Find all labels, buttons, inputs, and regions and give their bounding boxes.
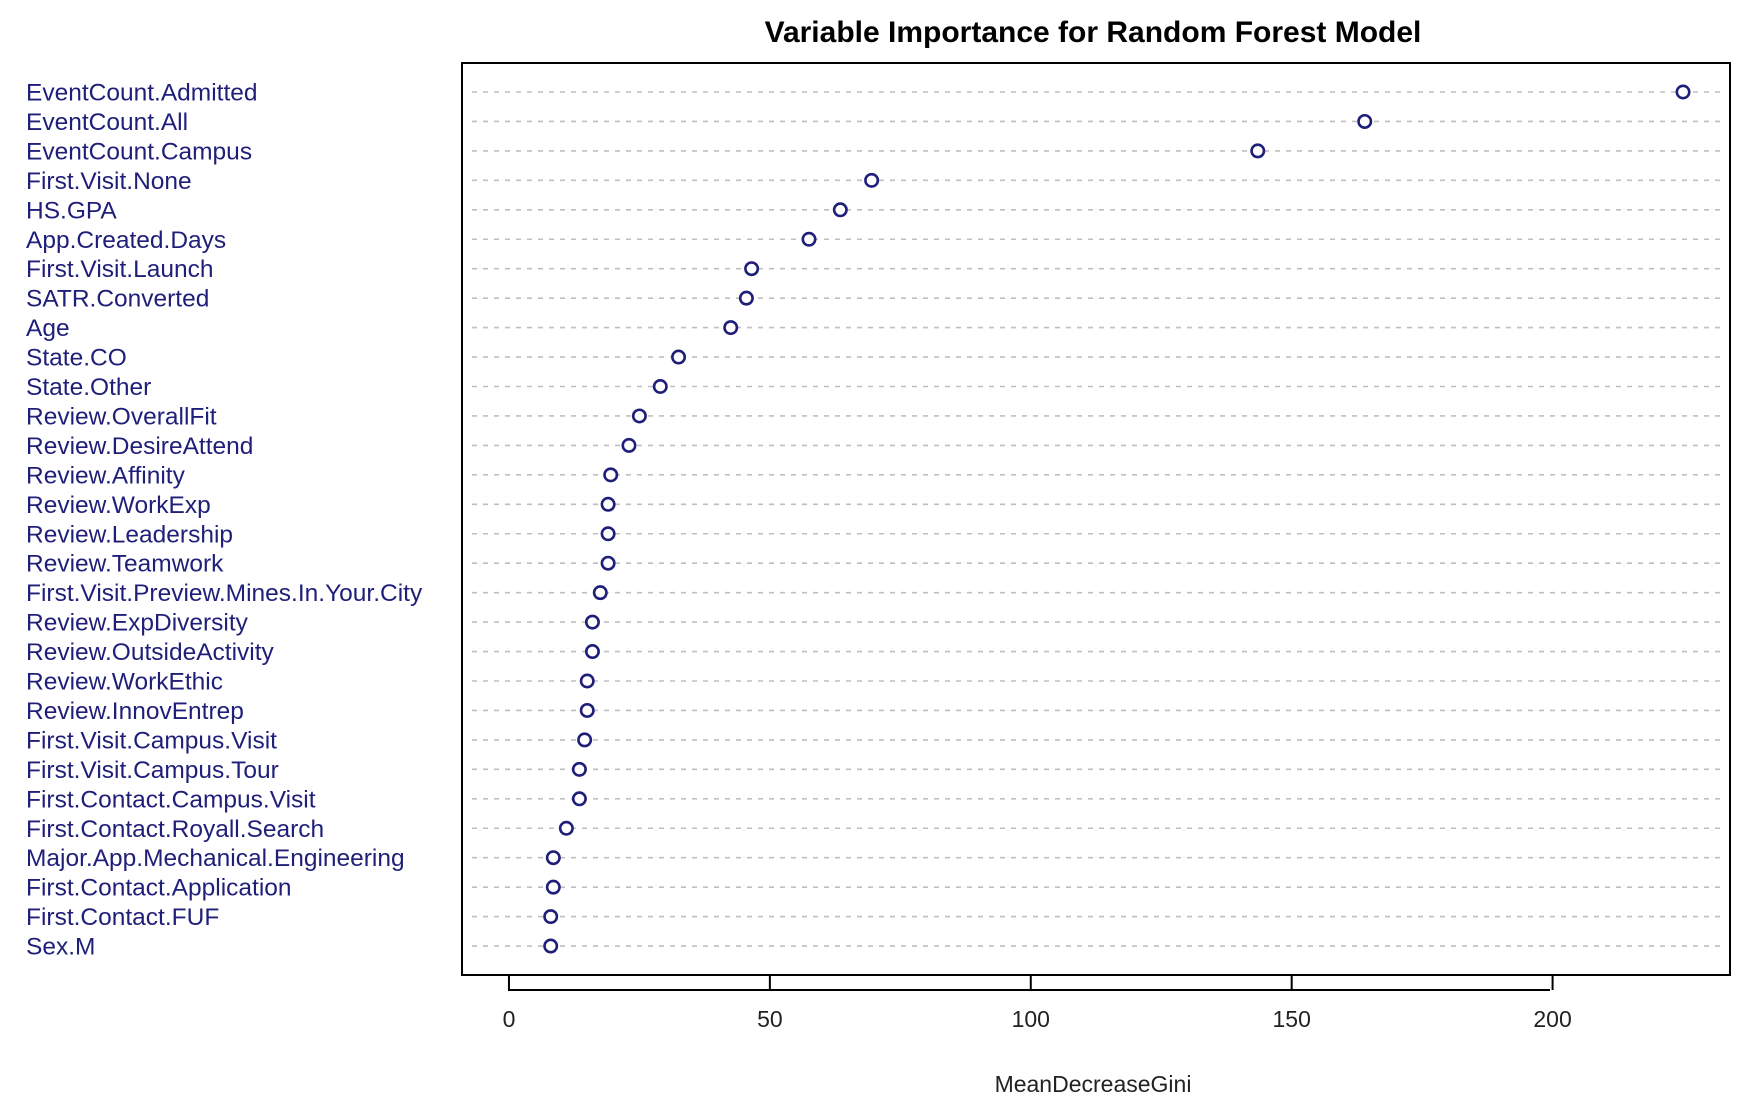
data-point — [1250, 143, 1266, 159]
category-label: Review.Leadership — [26, 521, 233, 548]
data-point — [545, 850, 561, 866]
x-tick-label: 0 — [503, 1006, 516, 1032]
data-point — [1357, 113, 1373, 129]
x-axis: 0 50 100 150 200 — [503, 975, 1572, 1032]
data-point — [600, 496, 616, 512]
category-label: Review.ExpDiversity — [26, 610, 249, 637]
data-point — [577, 732, 593, 748]
data-point — [543, 938, 559, 954]
x-axis-label: MeanDecreaseGini — [995, 1071, 1192, 1097]
data-point — [600, 555, 616, 571]
data-point — [1675, 84, 1691, 100]
category-label: Review.DesireAttend — [26, 433, 253, 460]
category-label: First.Visit.Launch — [26, 256, 213, 283]
data-point — [545, 879, 561, 895]
data-point — [558, 820, 574, 836]
category-label: Review.WorkEthic — [26, 669, 223, 696]
data-point — [652, 378, 668, 394]
data-point — [600, 526, 616, 542]
category-label: First.Contact.Royall.Search — [26, 816, 324, 843]
category-label: SATR.Converted — [26, 286, 209, 313]
data-point — [579, 702, 595, 718]
chart-title: Variable Importance for Random Forest Mo… — [765, 16, 1422, 49]
category-label: EventCount.Campus — [26, 138, 252, 165]
x-tick-label: 150 — [1272, 1006, 1310, 1032]
data-point — [592, 585, 608, 601]
category-label: First.Contact.Application — [26, 875, 292, 902]
category-label: First.Visit.Campus.Tour — [26, 757, 279, 784]
data-point — [579, 673, 595, 689]
category-label: EventCount.Admitted — [26, 80, 258, 107]
category-labels: EventCount.AdmittedEventCount.AllEventCo… — [26, 80, 423, 961]
category-label: Review.WorkExp — [26, 492, 211, 519]
grid-lines — [472, 91, 1722, 947]
data-point — [832, 202, 848, 218]
data-point — [738, 290, 754, 306]
data-point — [723, 320, 739, 336]
data-point — [571, 761, 587, 777]
category-label: Sex.M — [26, 934, 95, 961]
category-label: EventCount.All — [26, 109, 188, 136]
category-label: Age — [26, 315, 70, 342]
x-tick-label: 100 — [1012, 1006, 1050, 1032]
category-label: Review.Teamwork — [26, 551, 224, 578]
data-point — [864, 172, 880, 188]
data-point — [571, 791, 587, 807]
data-point — [584, 614, 600, 630]
category-label: HS.GPA — [26, 197, 117, 224]
data-point — [801, 231, 817, 247]
category-label: Review.InnovEntrep — [26, 698, 244, 725]
plot-frame — [461, 62, 1731, 976]
x-tick-label: 50 — [757, 1006, 783, 1032]
category-label: First.Contact.FUF — [26, 904, 219, 931]
data-point — [584, 644, 600, 660]
category-label: Review.OutsideActivity — [26, 639, 275, 666]
category-label: App.Created.Days — [26, 227, 226, 254]
category-label: First.Visit.Preview.Mines.In.Your.City — [26, 580, 423, 607]
data-point — [744, 261, 760, 277]
data-points — [543, 84, 1691, 954]
data-point — [543, 909, 559, 925]
category-label: Major.App.Mechanical.Engineering — [26, 845, 405, 872]
category-label: Review.OverallFit — [26, 403, 217, 430]
category-label: First.Contact.Campus.Visit — [26, 786, 316, 813]
category-label: State.Other — [26, 374, 151, 401]
data-point — [631, 408, 647, 424]
category-label: State.CO — [26, 345, 127, 372]
category-label: First.Visit.Campus.Visit — [26, 727, 277, 754]
data-point — [671, 349, 687, 365]
x-tick-label: 200 — [1533, 1006, 1571, 1032]
category-label: Review.Affinity — [26, 462, 186, 489]
data-point — [603, 467, 619, 483]
data-point — [621, 437, 637, 453]
category-label: First.Visit.None — [26, 168, 192, 195]
